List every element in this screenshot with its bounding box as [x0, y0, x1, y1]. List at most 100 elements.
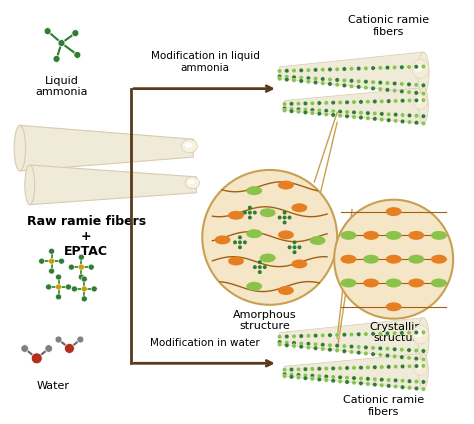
Circle shape: [345, 380, 349, 384]
Circle shape: [258, 260, 262, 264]
Circle shape: [414, 364, 419, 368]
Circle shape: [58, 258, 64, 264]
Circle shape: [243, 240, 247, 244]
Ellipse shape: [340, 255, 356, 264]
Circle shape: [283, 374, 287, 378]
Circle shape: [299, 341, 303, 346]
Polygon shape: [30, 165, 196, 205]
Circle shape: [401, 98, 405, 103]
Circle shape: [373, 365, 377, 369]
Circle shape: [320, 77, 325, 81]
Circle shape: [421, 263, 426, 268]
Circle shape: [335, 78, 339, 82]
Ellipse shape: [228, 211, 244, 220]
Ellipse shape: [292, 204, 307, 212]
Circle shape: [335, 343, 339, 348]
Circle shape: [320, 343, 325, 347]
Circle shape: [378, 87, 383, 91]
Circle shape: [202, 170, 337, 305]
Circle shape: [310, 101, 315, 106]
Circle shape: [313, 76, 318, 81]
Circle shape: [299, 345, 303, 349]
Circle shape: [78, 254, 84, 260]
Circle shape: [49, 248, 55, 254]
Circle shape: [296, 367, 301, 371]
Circle shape: [283, 220, 287, 224]
Circle shape: [373, 382, 377, 387]
Circle shape: [306, 345, 310, 350]
Circle shape: [393, 378, 398, 382]
Circle shape: [258, 265, 262, 269]
Circle shape: [371, 332, 375, 336]
Circle shape: [285, 343, 289, 347]
Circle shape: [349, 67, 354, 71]
Circle shape: [328, 333, 332, 338]
Circle shape: [338, 366, 342, 371]
Circle shape: [253, 265, 257, 269]
Circle shape: [248, 215, 252, 220]
Circle shape: [424, 287, 428, 291]
Circle shape: [364, 66, 368, 70]
Circle shape: [317, 101, 321, 105]
Circle shape: [306, 334, 310, 338]
Ellipse shape: [260, 208, 275, 217]
Circle shape: [380, 377, 384, 382]
Circle shape: [310, 108, 315, 112]
Circle shape: [49, 258, 55, 264]
Circle shape: [414, 114, 419, 118]
Circle shape: [283, 102, 287, 106]
Circle shape: [407, 113, 412, 117]
Circle shape: [283, 108, 287, 113]
Circle shape: [303, 376, 308, 380]
Circle shape: [385, 354, 390, 358]
Circle shape: [421, 364, 426, 368]
Circle shape: [364, 86, 368, 90]
Circle shape: [289, 372, 294, 377]
Circle shape: [285, 75, 289, 79]
Circle shape: [64, 343, 74, 353]
Circle shape: [421, 357, 426, 362]
Ellipse shape: [310, 236, 326, 245]
Circle shape: [283, 372, 287, 377]
Circle shape: [378, 81, 383, 85]
Circle shape: [335, 67, 339, 71]
Circle shape: [371, 86, 375, 91]
Circle shape: [277, 77, 282, 81]
Circle shape: [328, 67, 332, 72]
Circle shape: [324, 378, 328, 382]
Circle shape: [306, 80, 310, 84]
Circle shape: [306, 68, 310, 72]
Ellipse shape: [340, 279, 356, 287]
Circle shape: [342, 344, 346, 348]
Circle shape: [345, 110, 349, 114]
Circle shape: [320, 347, 325, 351]
Ellipse shape: [413, 94, 428, 109]
Circle shape: [392, 81, 397, 86]
Circle shape: [407, 98, 412, 103]
Circle shape: [401, 119, 405, 123]
Circle shape: [277, 340, 282, 344]
Circle shape: [317, 377, 321, 382]
Circle shape: [310, 111, 315, 115]
Ellipse shape: [431, 231, 447, 240]
Circle shape: [289, 367, 294, 372]
Circle shape: [331, 379, 336, 383]
Circle shape: [371, 346, 375, 350]
Circle shape: [414, 91, 419, 95]
Circle shape: [400, 82, 404, 86]
Circle shape: [283, 368, 287, 372]
Ellipse shape: [414, 330, 423, 337]
Circle shape: [277, 335, 282, 339]
Circle shape: [421, 121, 426, 126]
Circle shape: [393, 365, 398, 369]
Ellipse shape: [412, 59, 429, 78]
Circle shape: [306, 76, 310, 80]
Circle shape: [366, 365, 370, 370]
Circle shape: [82, 296, 87, 302]
Circle shape: [288, 245, 292, 249]
Circle shape: [378, 346, 383, 351]
Circle shape: [55, 294, 62, 300]
Circle shape: [253, 211, 257, 215]
Circle shape: [385, 88, 390, 92]
Circle shape: [289, 375, 294, 379]
